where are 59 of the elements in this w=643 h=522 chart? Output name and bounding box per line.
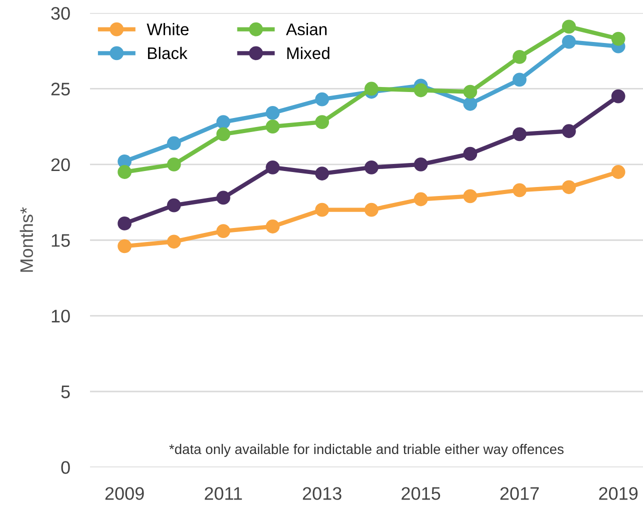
point: [562, 34, 576, 49]
legend-label: Black: [148, 46, 188, 60]
point: [364, 202, 378, 217]
point: [611, 165, 626, 179]
point: [315, 166, 330, 180]
legend-label: Mixed: [287, 46, 330, 60]
point: [216, 127, 230, 142]
point: [118, 216, 132, 230]
point: [315, 92, 330, 106]
point: [266, 120, 280, 134]
y-tick-label: 15: [52, 234, 70, 247]
point: [463, 96, 478, 111]
point: [562, 20, 576, 34]
point: [167, 136, 181, 150]
point: [512, 72, 527, 87]
y-tick-label: 25: [51, 82, 70, 96]
legend-label: Asian: [286, 23, 327, 36]
annotation: *data only available for indictable and triable either way offences: [169, 444, 564, 457]
point: [266, 220, 280, 234]
y-tick-label: 10: [52, 310, 70, 323]
x-tick-label: 2011: [204, 487, 242, 500]
point: [266, 106, 280, 120]
point: [512, 50, 527, 64]
point: [463, 84, 478, 99]
x-tick-label: 2019: [599, 487, 638, 500]
point: [512, 127, 527, 142]
x-tick-label: 2017: [500, 487, 539, 500]
point: [611, 32, 626, 46]
point: [364, 82, 378, 96]
point: [414, 83, 428, 98]
point: [167, 198, 181, 212]
point: [611, 89, 626, 104]
legend-label: White: [146, 23, 189, 36]
y-axis-title: Months*: [20, 207, 34, 272]
point: [315, 115, 330, 129]
point: [266, 160, 280, 174]
point: [167, 157, 181, 172]
x-tick-label: 2015: [402, 487, 440, 500]
x-tick-label: 2009: [105, 487, 144, 500]
y-tick-label: 0: [61, 461, 70, 474]
point: [414, 157, 428, 172]
point: [463, 189, 478, 204]
point: [364, 160, 378, 174]
point: [562, 180, 576, 194]
point: [118, 239, 132, 254]
y-tick-label: 30: [51, 6, 70, 20]
point: [118, 165, 132, 179]
point: [167, 234, 181, 249]
point: [315, 202, 330, 217]
point: [512, 183, 527, 198]
point: [216, 115, 230, 129]
point: [414, 192, 428, 206]
x-tick-label: 2013: [302, 487, 342, 500]
point: [463, 146, 478, 161]
y-tick-label: 20: [51, 158, 70, 172]
point: [216, 190, 230, 205]
point: [562, 124, 576, 138]
point: [216, 224, 230, 238]
y-tick-label: 5: [61, 386, 70, 398]
